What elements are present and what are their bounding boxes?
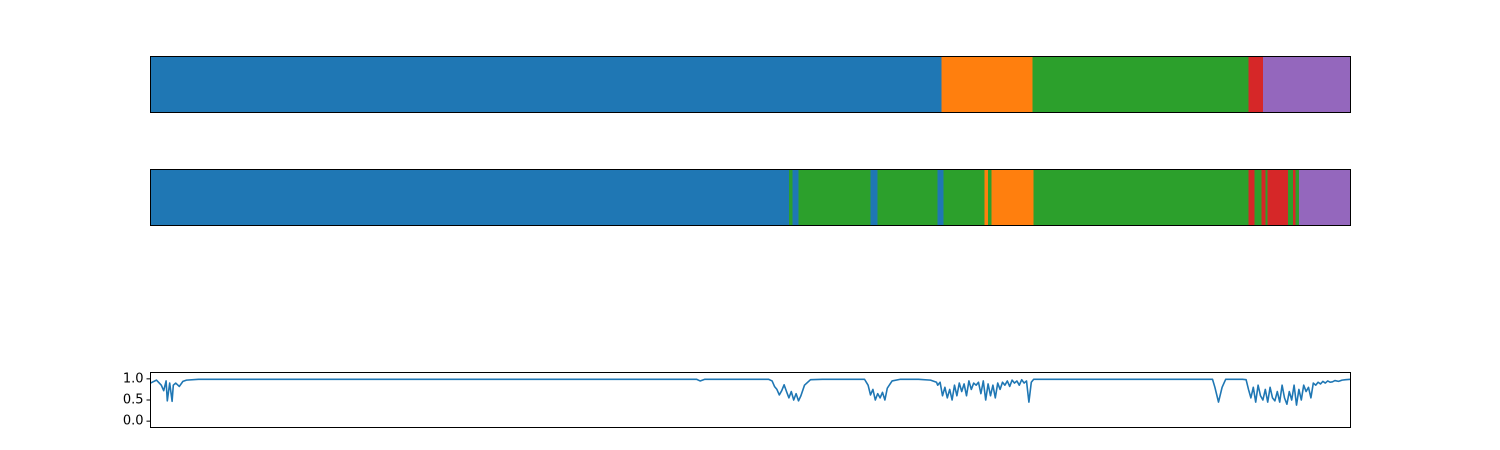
segment-bar-2-segment-14 xyxy=(1254,169,1262,226)
segment-bar-2-segment-5 xyxy=(870,169,878,226)
segment-bar-1-segment-4 xyxy=(1248,56,1263,113)
segment-bar-2-segment-21 xyxy=(1298,169,1351,226)
segment-bar-1-segment-2 xyxy=(941,56,1033,113)
segment-bar-2-segment-12 xyxy=(1033,169,1249,226)
segment-bar-1-segment-3 xyxy=(1032,56,1249,113)
segment-bar-2-segment-13 xyxy=(1248,169,1255,226)
segment-bar-2-segment-9 xyxy=(984,169,989,226)
middle-segment-bar-panel xyxy=(150,169,1351,226)
segment-bar-1-segment-5 xyxy=(1262,56,1351,113)
line-series-1 xyxy=(150,378,1351,406)
segment-bar-2-segment-7 xyxy=(937,169,944,226)
y-tick-label-2: 0.5 xyxy=(123,393,144,408)
segment-bar-2-segment-15 xyxy=(1261,169,1266,226)
segment-bar-2-segment-1 xyxy=(150,169,789,226)
segment-bar-2-segment-6 xyxy=(877,169,938,226)
y-tick-label-3: 1.0 xyxy=(123,371,144,386)
segment-bar-1-frame xyxy=(150,56,1351,113)
segment-bar-2-segment-11 xyxy=(991,169,1034,226)
segment-bar-2-segment-17 xyxy=(1267,169,1289,226)
segment-bar-2-segment-3 xyxy=(792,169,799,226)
segment-bar-2-frame xyxy=(150,169,1351,226)
segment-bar-2-segment-4 xyxy=(798,169,871,226)
line-plot-frame xyxy=(150,372,1351,428)
y-tick-label-1: 0.0 xyxy=(123,414,144,429)
segment-bar-2-segment-18 xyxy=(1288,169,1293,226)
segment-bar-2-segment-16 xyxy=(1265,169,1268,226)
top-segment-bar-panel xyxy=(150,56,1351,113)
segment-bar-1-segment-1 xyxy=(150,56,942,113)
segment-bar-2-segment-20 xyxy=(1295,169,1299,226)
segment-bar-2-segment-10 xyxy=(988,169,992,226)
segment-bar-2-segment-2 xyxy=(788,169,793,226)
segment-bar-2-segment-19 xyxy=(1292,169,1296,226)
segment-bar-2-segment-8 xyxy=(943,169,985,226)
bottom-line-plot-panel: 0.0 0.5 1.0 xyxy=(123,371,1351,429)
